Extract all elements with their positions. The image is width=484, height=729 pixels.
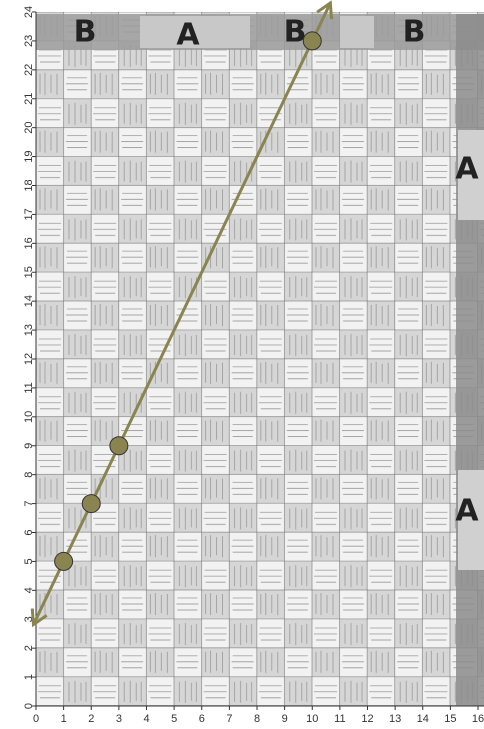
right-strip-light (458, 470, 484, 570)
y-tick-label: 17 (23, 208, 35, 220)
y-tick-label: 6 (23, 529, 35, 535)
x-tick-label: 4 (143, 713, 149, 725)
x-tick-label: 5 (171, 713, 177, 725)
x-tick-label: 7 (226, 713, 232, 725)
line-extension (32, 560, 65, 626)
point (302, 31, 322, 51)
x-tick-label: 12 (361, 713, 373, 725)
pattern-label: A (455, 494, 479, 529)
y-tick-label: 7 (23, 501, 35, 507)
x-tick-label: 3 (116, 713, 122, 725)
top-strip-light (340, 16, 374, 48)
y-tick-label: 13 (23, 324, 35, 336)
y-tick-label: 22 (23, 64, 35, 76)
y-tick-label: 12 (23, 353, 35, 365)
y-tick-label: 16 (23, 237, 35, 249)
x-tick-label: 9 (282, 713, 288, 725)
y-tick-label: 9 (23, 443, 35, 449)
x-tick-label: 6 (199, 713, 205, 725)
x-tick-label: 0 (33, 713, 39, 725)
x-tick-label: 16 (472, 713, 484, 725)
arrow-head (316, 0, 334, 20)
y-tick-label: 14 (23, 295, 35, 307)
y-tick-label: 18 (23, 179, 35, 191)
pattern-label: B (403, 15, 426, 50)
y-tick-label: 21 (23, 93, 35, 105)
pattern-label: B (284, 15, 307, 50)
point (54, 551, 74, 571)
y-tick-label: 23 (23, 35, 35, 47)
x-tick-label: 8 (254, 713, 260, 725)
pattern-label: B (74, 15, 97, 50)
x-tick-label: 13 (389, 713, 401, 725)
line (62, 40, 314, 563)
pattern-label: A (455, 152, 479, 187)
x-tick-label: 1 (61, 713, 67, 725)
y-tick-label: 2 (23, 645, 35, 651)
top-strip (36, 14, 484, 50)
y-tick-label: 10 (23, 411, 35, 423)
x-tick-label: 2 (88, 713, 94, 725)
top-strip-light (140, 16, 250, 48)
y-tick-label: 19 (23, 150, 35, 162)
point (109, 436, 129, 456)
y-tick-label: 3 (23, 616, 35, 622)
weave-background (36, 12, 484, 706)
x-tick-label: 15 (444, 713, 456, 725)
pattern-label: A (176, 18, 200, 53)
x-tick-label: 10 (306, 713, 318, 725)
y-tick-label: 4 (23, 587, 35, 593)
y-tick-label: 24 (23, 6, 35, 18)
point (81, 494, 101, 514)
y-tick-label: 8 (23, 472, 35, 478)
y-tick-label: 1 (23, 674, 35, 680)
y-tick-label: 0 (23, 703, 35, 709)
y-tick-label: 5 (23, 558, 35, 564)
right-strip (456, 14, 484, 706)
x-tick-label: 14 (417, 713, 429, 725)
x-tick-label: 11 (334, 713, 345, 725)
right-strip-light (458, 130, 484, 220)
y-tick-label: 20 (23, 122, 35, 134)
y-tick-label: 11 (23, 382, 35, 393)
y-tick-label: 15 (23, 266, 35, 278)
arrow-head (30, 608, 48, 628)
